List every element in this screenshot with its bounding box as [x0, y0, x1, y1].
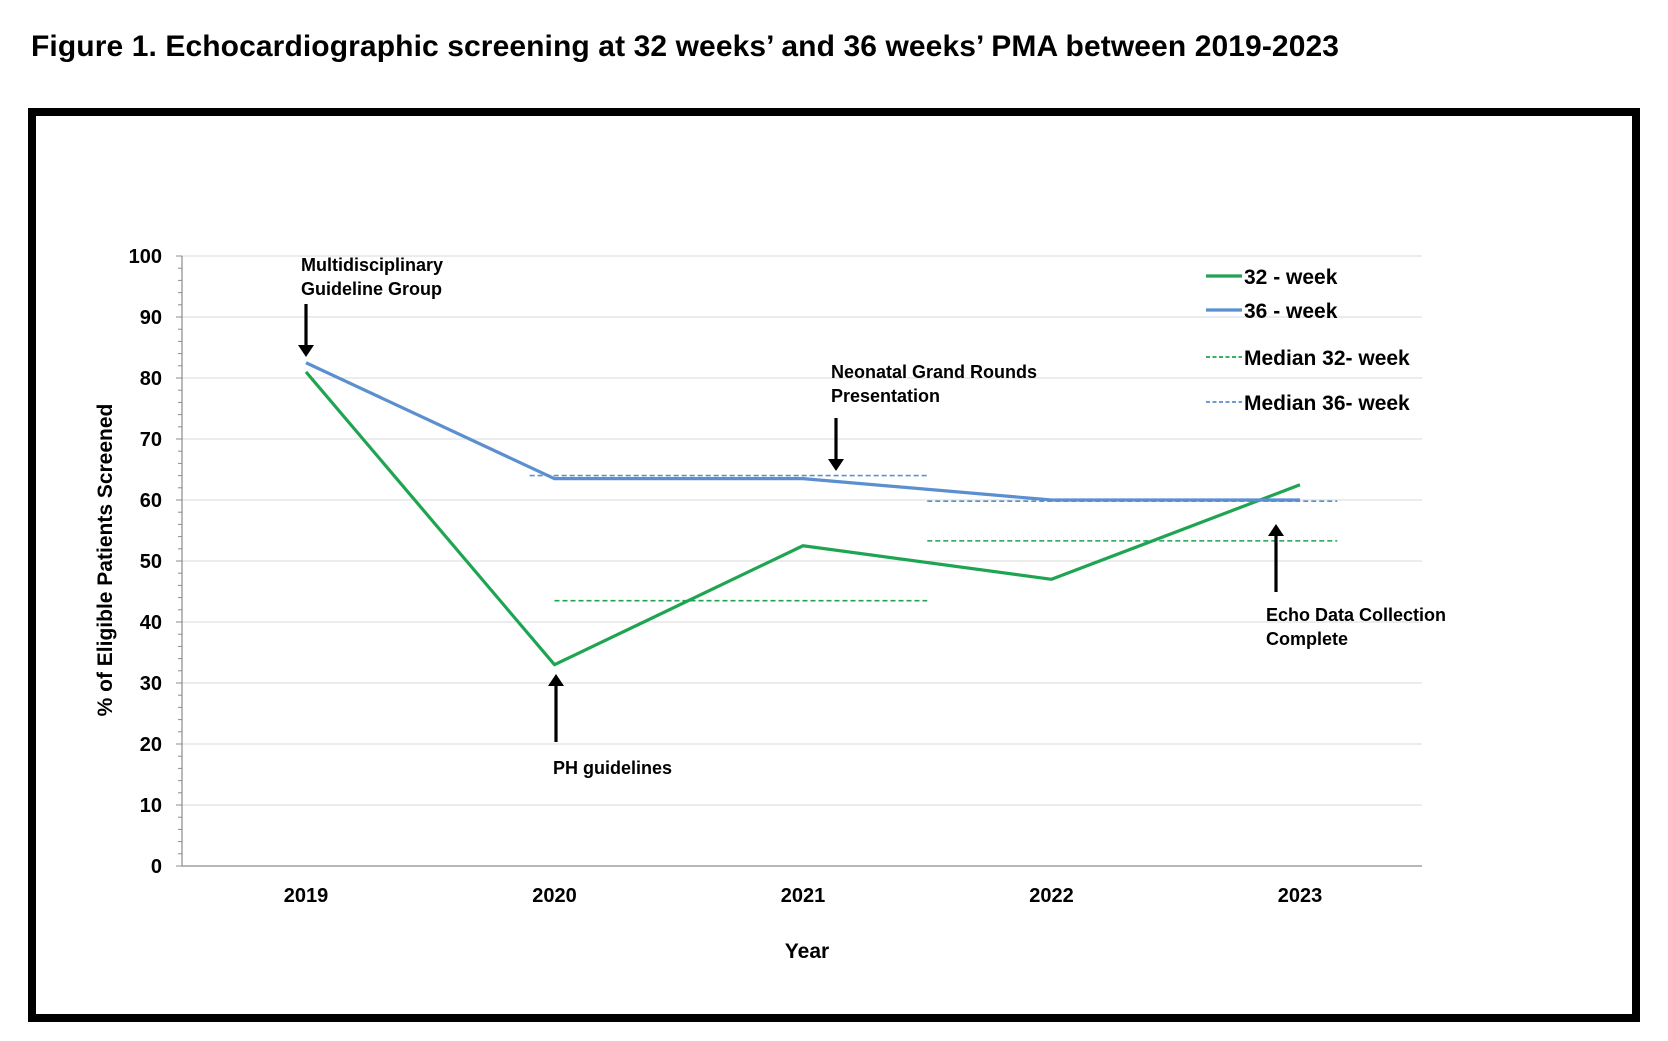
y-tick-label: 80: [140, 368, 162, 390]
y-tick-label: 0: [151, 856, 162, 878]
legend-label: 32 - week: [1244, 266, 1338, 289]
series-line: [305, 361, 1300, 502]
annotation-label: Guideline Group: [301, 279, 442, 299]
arrow-head: [1268, 524, 1284, 536]
y-tick-label: 30: [140, 673, 162, 695]
arrow-head: [828, 459, 844, 471]
y-tick-label: 70: [140, 429, 162, 451]
arrow-head: [298, 345, 314, 357]
y-tick-label: 100: [129, 246, 162, 268]
x-axis-title: Year: [785, 940, 829, 963]
series-lines: [304, 361, 1301, 667]
series-line: [304, 370, 1301, 667]
annotation-label: Presentation: [831, 386, 940, 406]
y-tick-label: 20: [140, 734, 162, 756]
legend-label: Median 32- week: [1244, 347, 1410, 370]
y-tick-label: 50: [140, 551, 162, 573]
annotation-label: Multidisciplinary: [301, 255, 443, 275]
legend-label: 36 - week: [1244, 300, 1338, 323]
arrow-head: [548, 674, 564, 686]
y-tick-label: 10: [140, 795, 162, 817]
annotation-label: Complete: [1266, 629, 1348, 649]
x-axis: 2019 2020 2021 2022 2023: [182, 865, 1422, 907]
chart-frame: [28, 108, 1640, 1022]
annotation-label: PH guidelines: [553, 758, 672, 778]
x-tick-label: 2019: [284, 885, 329, 907]
legend-label: Median 36- week: [1244, 392, 1410, 415]
grid-lines: [182, 255, 1422, 806]
x-tick-label: 2022: [1029, 885, 1074, 907]
x-tick-label: 2021: [781, 885, 826, 907]
x-tick-label: 2020: [532, 885, 577, 907]
y-axis: 0 10 20 30 40 50 60 70 80 90 100: [129, 246, 183, 878]
y-tick-label: 90: [140, 307, 162, 329]
median-lines: [529, 474, 1338, 602]
y-tick-label: 40: [140, 612, 162, 634]
annotation-label: Echo Data Collection: [1266, 605, 1446, 625]
legend: 32 - week 36 - week Median 32- week Median …: [1206, 266, 1410, 415]
x-tick-label: 2023: [1278, 885, 1323, 907]
figure-title: Figure 1. Echocardiographic screening at…: [31, 30, 1340, 63]
y-axis-title: % of Eligible Patients Screened: [94, 404, 117, 717]
y-tick-label: 60: [140, 490, 162, 512]
annotation-label: Neonatal Grand Rounds: [831, 362, 1037, 382]
annotations: Multidisciplinary Guideline Group PH guide…: [298, 255, 1446, 778]
